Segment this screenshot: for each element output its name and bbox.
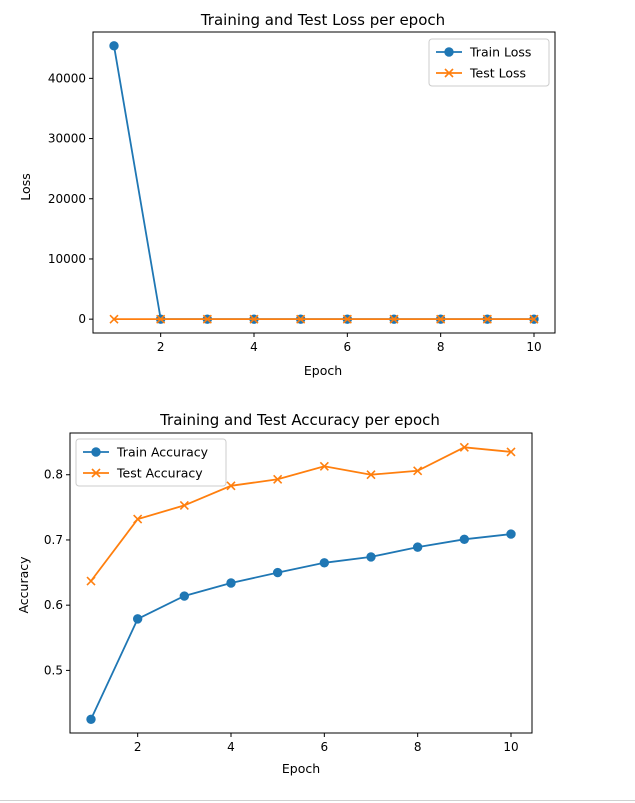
accuracy-y-tick-label: 0.7 [44, 533, 63, 547]
loss-x-tick-label: 6 [344, 340, 352, 354]
test-accuracy-point [179, 500, 189, 510]
train-accuracy-point [366, 552, 376, 562]
test-accuracy-point [366, 470, 376, 480]
test-accuracy-point [133, 514, 143, 524]
test-loss-point [296, 314, 306, 324]
accuracy-x-tick-label: 8 [414, 740, 422, 754]
test-loss-point [156, 314, 166, 324]
accuracy-plot-area [69, 432, 533, 734]
train-accuracy-point [132, 614, 143, 624]
loss-x-axis-label: Epoch [304, 363, 342, 378]
accuracy-y-tick-label: 0.6 [44, 598, 63, 612]
loss-legend: Train Loss Test Loss [428, 38, 550, 87]
accuracy-y-tick-label: 0.8 [44, 468, 63, 482]
loss-y-tick-label: 30000 [48, 132, 86, 146]
page-divider [0, 800, 635, 801]
test-accuracy-point [459, 442, 469, 452]
train-loss-legend-marker [444, 47, 454, 57]
accuracy-y-axis-label: Accuracy [16, 556, 31, 614]
train-accuracy-point [272, 567, 283, 578]
test-accuracy-point [506, 447, 516, 457]
train-accuracy-legend-marker [91, 447, 101, 457]
train-loss-point [109, 41, 119, 51]
train-accuracy-point [506, 529, 516, 539]
loss-x-tick-label: 8 [437, 340, 445, 354]
test-loss-point [436, 314, 446, 324]
train-accuracy-point [412, 542, 423, 552]
train-loss-line [113, 45, 534, 321]
test-loss-point [109, 314, 119, 324]
loss-y-tick-label: 10000 [48, 252, 86, 266]
loss-y-ticks: 0 10000 20000 30000 40000 [48, 71, 93, 326]
accuracy-x-tick-label: 4 [227, 740, 235, 754]
test-loss-point [342, 314, 352, 324]
accuracy-x-tick-label: 6 [321, 740, 329, 754]
loss-y-tick-label: 40000 [48, 71, 86, 85]
test-accuracy-point [86, 576, 96, 586]
test-loss-point [529, 314, 539, 324]
accuracy-x-tick-label: 10 [503, 740, 518, 754]
test-loss-legend-marker [444, 68, 454, 78]
loss-plot-area [92, 31, 556, 334]
accuracy-legend-box [75, 438, 227, 487]
test-accuracy-point [226, 481, 236, 491]
accuracy-chart: Training and Test Accuracy per epoch 2 4 6… [16, 411, 533, 776]
loss-chart: Training and Test Loss per epoch 2 4 6 8 10 … [18, 11, 556, 378]
train-accuracy-point [226, 578, 236, 588]
test-accuracy-legend-marker [91, 468, 101, 478]
loss-x-ticks: 2 4 6 8 10 [157, 333, 542, 354]
test-loss-legend-label: Test Loss [469, 66, 526, 81]
test-accuracy-line [90, 446, 512, 582]
test-loss-point [202, 314, 212, 324]
train-accuracy-point [319, 558, 330, 568]
loss-series [109, 41, 539, 324]
accuracy-chart-title: Training and Test Accuracy per epoch [159, 411, 440, 429]
loss-legend-box [428, 38, 550, 87]
loss-x-tick-label: 4 [250, 340, 258, 354]
accuracy-y-tick-label: 0.5 [44, 663, 63, 677]
train-accuracy-point [459, 534, 470, 545]
train-accuracy-line [90, 533, 512, 720]
loss-y-tick-label: 0 [78, 312, 86, 326]
loss-chart-title: Training and Test Loss per epoch [200, 11, 445, 29]
test-loss-point [389, 314, 399, 324]
test-accuracy-point [319, 461, 329, 471]
train-loss-legend-label: Train Loss [469, 45, 531, 60]
accuracy-series [86, 442, 516, 725]
loss-y-axis-label: Loss [18, 173, 33, 200]
loss-y-tick-label: 20000 [48, 192, 86, 206]
accuracy-y-ticks: 0.5 0.6 0.7 0.8 [44, 468, 70, 677]
test-accuracy-point [273, 474, 283, 484]
test-loss-point [482, 314, 492, 324]
loss-x-tick-label: 2 [157, 340, 165, 354]
test-accuracy-point [413, 466, 423, 476]
accuracy-x-tick-label: 2 [134, 740, 142, 754]
accuracy-legend: Train Accuracy Test Accuracy [75, 438, 227, 487]
train-accuracy-legend-label: Train Accuracy [116, 445, 209, 460]
loss-x-tick-label: 10 [526, 340, 541, 354]
train-accuracy-point [86, 714, 96, 725]
test-accuracy-legend-label: Test Accuracy [116, 466, 203, 481]
train-accuracy-point [179, 591, 190, 601]
accuracy-x-axis-label: Epoch [282, 761, 320, 776]
test-loss-point [249, 314, 259, 324]
accuracy-x-ticks: 2 4 6 8 10 [134, 733, 519, 754]
